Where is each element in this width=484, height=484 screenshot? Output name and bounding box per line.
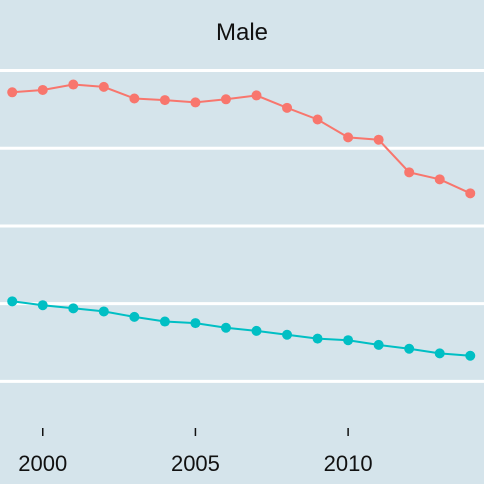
x-tick-label-0: 2000	[18, 451, 67, 476]
data-point-1-12	[373, 339, 384, 350]
x-axis: 2000 2005 2010	[18, 428, 373, 476]
data-point-0-9	[282, 102, 293, 113]
data-point-1-10	[312, 333, 323, 344]
data-point-1-3	[98, 306, 109, 317]
data-point-0-12	[373, 134, 384, 145]
data-point-1-5	[159, 316, 170, 327]
data-point-1-11	[343, 335, 354, 346]
data-point-1-0	[7, 296, 18, 307]
data-point-1-14	[434, 348, 445, 359]
data-point-0-4	[129, 93, 140, 104]
data-point-0-13	[404, 167, 415, 178]
data-point-0-3	[98, 81, 109, 92]
data-point-0-10	[312, 114, 323, 125]
data-point-1-9	[282, 329, 293, 340]
x-tick-label-1: 2005	[171, 451, 220, 476]
gridlines	[0, 69, 484, 383]
data-point-1-2	[68, 303, 79, 314]
data-point-0-15	[465, 188, 476, 199]
data-point-0-6	[190, 97, 201, 108]
series-layer	[7, 79, 476, 361]
data-point-1-8	[251, 325, 262, 336]
data-point-1-4	[129, 311, 140, 322]
data-point-0-5	[159, 95, 170, 106]
data-point-0-11	[343, 132, 354, 143]
data-point-0-14	[434, 174, 445, 185]
data-point-0-8	[251, 90, 262, 101]
data-point-1-6	[190, 318, 201, 329]
facet-title: Male	[216, 19, 268, 46]
data-point-0-7	[220, 94, 231, 105]
data-point-1-15	[465, 350, 476, 361]
x-tick-label-2: 2010	[324, 451, 373, 476]
data-point-1-1	[37, 300, 48, 311]
data-point-1-7	[220, 322, 231, 333]
series-line-0	[12, 83, 471, 195]
data-point-0-0	[7, 87, 18, 98]
series-line-1	[12, 300, 471, 357]
data-point-1-13	[404, 343, 415, 354]
series-0	[7, 79, 476, 199]
series-1	[7, 296, 476, 361]
data-point-0-1	[37, 84, 48, 95]
data-point-0-2	[68, 79, 79, 90]
